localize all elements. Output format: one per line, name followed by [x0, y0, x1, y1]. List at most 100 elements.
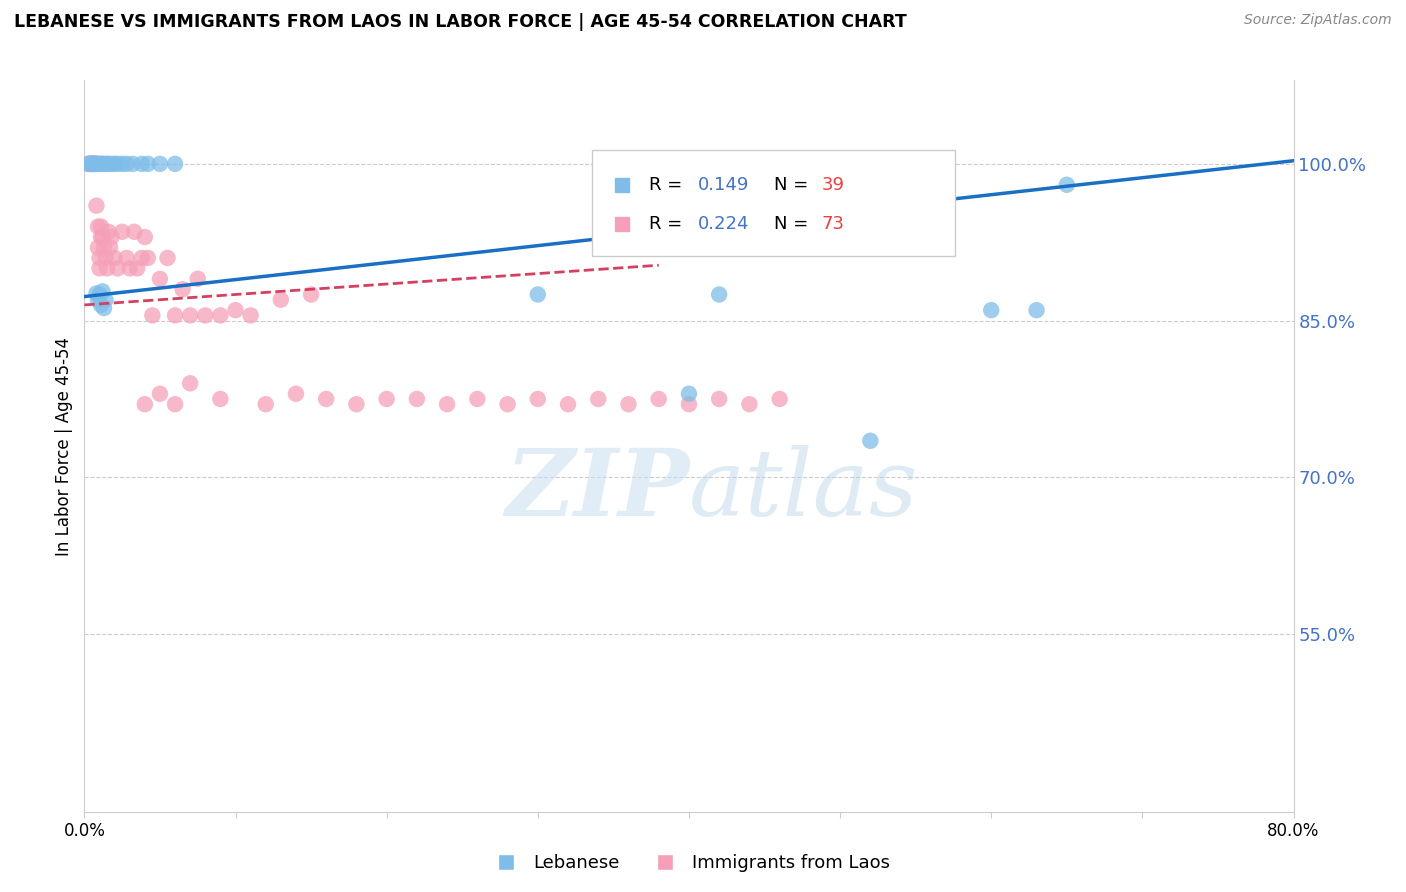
Point: [100, 157, 122, 171]
Point: [375, 392, 398, 406]
Point: [136, 157, 159, 171]
Point: [131, 251, 153, 265]
Point: [80, 157, 103, 171]
Point: [96, 157, 118, 171]
Point: [299, 287, 322, 301]
Point: [678, 386, 700, 401]
Point: [98, 240, 121, 254]
Point: [87, 219, 110, 234]
Point: [270, 293, 292, 307]
Point: [648, 392, 671, 406]
Point: [87, 293, 110, 307]
Point: [86, 199, 108, 213]
Text: 0.149: 0.149: [697, 176, 749, 194]
Text: 73: 73: [823, 215, 845, 234]
Point: [709, 287, 731, 301]
Point: [84, 157, 107, 171]
Text: atlas: atlas: [689, 445, 918, 535]
Point: [107, 157, 129, 171]
Point: [709, 392, 731, 406]
Point: [93, 301, 115, 315]
Point: [91, 285, 114, 299]
Point: [91, 157, 114, 171]
Point: [90, 298, 112, 312]
Legend: Lebanese, Immigrants from Laos: Lebanese, Immigrants from Laos: [481, 847, 897, 880]
Point: [87, 157, 110, 171]
Point: [209, 392, 232, 406]
Point: [89, 287, 111, 301]
Point: [82, 157, 104, 171]
Point: [86, 157, 108, 171]
Point: [136, 251, 159, 265]
Point: [179, 309, 201, 323]
Point: [165, 309, 187, 323]
Point: [859, 434, 882, 448]
Point: [82, 157, 104, 171]
Point: [77, 157, 100, 171]
Point: [84, 157, 107, 171]
Point: [115, 251, 138, 265]
Point: [77, 157, 100, 171]
Point: [82, 157, 104, 171]
Point: [90, 157, 112, 171]
Point: [315, 392, 337, 406]
Text: ZIP: ZIP: [505, 445, 689, 535]
Point: [1056, 178, 1078, 192]
Point: [86, 157, 108, 171]
Point: [588, 392, 610, 406]
Point: [285, 386, 308, 401]
Point: [678, 397, 700, 411]
Point: [496, 397, 519, 411]
Point: [122, 225, 145, 239]
Y-axis label: In Labor Force | Age 45-54: In Labor Force | Age 45-54: [55, 336, 73, 556]
Point: [93, 157, 115, 171]
Point: [254, 397, 277, 411]
Point: [104, 251, 127, 265]
Point: [87, 240, 110, 254]
Point: [527, 287, 550, 301]
Text: N =: N =: [773, 176, 814, 194]
Point: [527, 392, 550, 406]
Point: [90, 230, 112, 244]
Point: [90, 219, 112, 234]
Point: [84, 157, 107, 171]
Point: [115, 157, 138, 171]
Point: [134, 397, 156, 411]
Point: [93, 240, 115, 254]
Text: N =: N =: [773, 215, 814, 234]
Point: [980, 303, 1002, 318]
Point: [165, 157, 187, 171]
Point: [134, 230, 156, 244]
FancyBboxPatch shape: [592, 150, 955, 256]
Point: [97, 225, 120, 239]
Point: [131, 157, 153, 171]
Point: [89, 251, 111, 265]
Point: [79, 157, 101, 171]
Point: [80, 157, 103, 171]
Point: [121, 157, 143, 171]
Point: [96, 261, 118, 276]
Point: [194, 309, 217, 323]
Point: [149, 386, 172, 401]
Point: [436, 397, 458, 411]
Text: R =: R =: [650, 176, 688, 194]
Point: [111, 157, 134, 171]
Text: 39: 39: [823, 176, 845, 194]
Point: [225, 303, 247, 318]
Point: [80, 157, 103, 171]
Point: [172, 282, 194, 296]
Text: R =: R =: [650, 215, 688, 234]
Point: [149, 157, 172, 171]
Point: [111, 225, 134, 239]
Point: [84, 157, 107, 171]
Point: [165, 397, 187, 411]
Point: [76, 157, 98, 171]
Text: Source: ZipAtlas.com: Source: ZipAtlas.com: [1244, 13, 1392, 28]
Point: [107, 261, 129, 276]
Point: [467, 392, 489, 406]
Point: [127, 261, 149, 276]
Point: [79, 157, 101, 171]
Point: [89, 157, 111, 171]
Text: LEBANESE VS IMMIGRANTS FROM LAOS IN LABOR FORCE | AGE 45-54 CORRELATION CHART: LEBANESE VS IMMIGRANTS FROM LAOS IN LABO…: [14, 13, 907, 31]
Text: 0.224: 0.224: [697, 215, 749, 234]
